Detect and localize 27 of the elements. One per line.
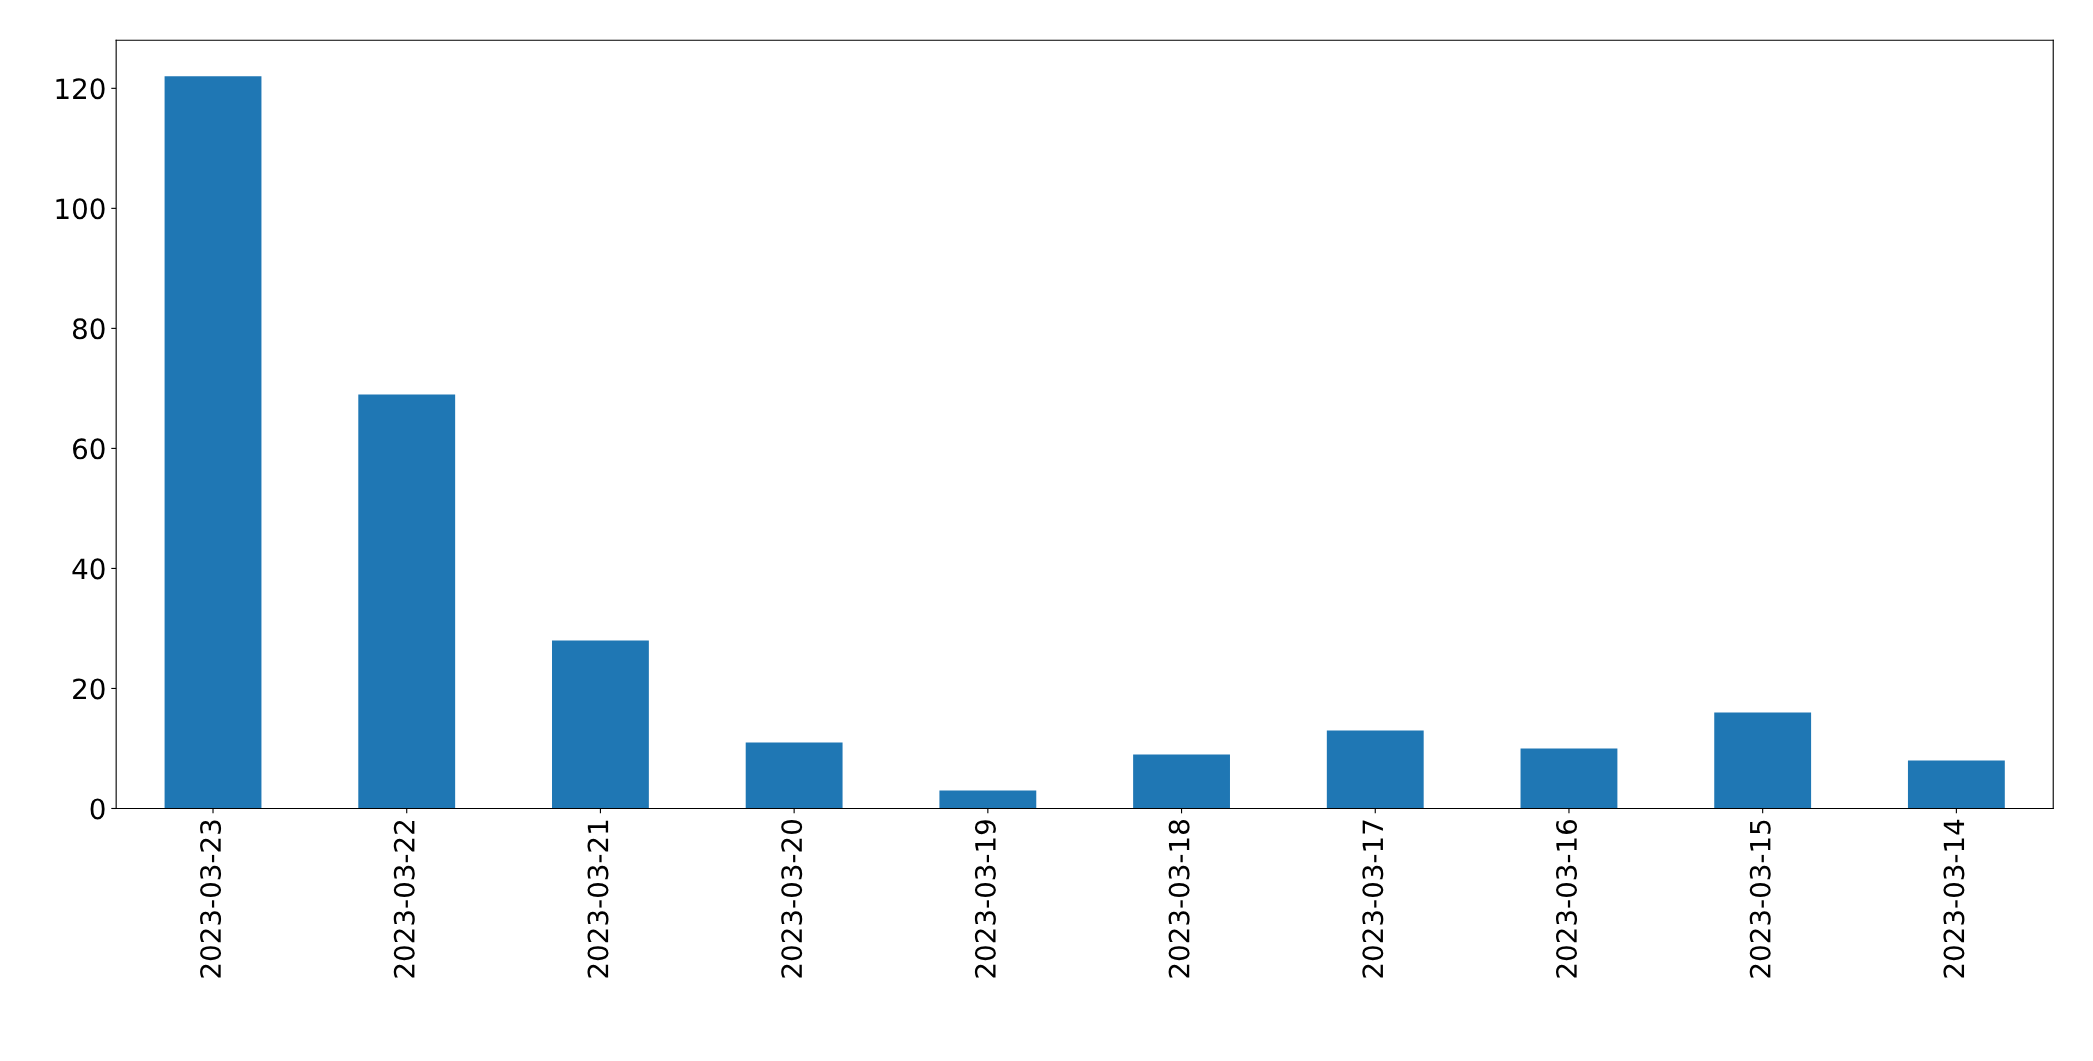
x-tick-label: 2023-03-23 <box>200 820 222 978</box>
y-tick-label: 100 <box>56 198 105 220</box>
bar <box>1520 748 1618 809</box>
x-tick-label: 2023-03-20 <box>781 820 803 978</box>
bar <box>1133 754 1230 809</box>
y-tick-label: 40 <box>72 558 105 580</box>
y-tick-label: 20 <box>73 678 105 700</box>
x-tick-label: 2023-03-16 <box>1556 819 1578 978</box>
bar <box>358 394 456 809</box>
y-tick-label: 80 <box>72 318 105 340</box>
y-tick-label: 120 <box>56 78 105 100</box>
x-tick-label: 2023-03-14 <box>1943 819 1965 978</box>
bar <box>939 790 1037 809</box>
x-tick-label: 2023-03-19 <box>974 820 996 978</box>
bar <box>552 640 649 809</box>
y-tick-label: 60 <box>73 438 105 460</box>
bar <box>164 76 262 809</box>
bar <box>1326 730 1424 809</box>
x-tick-label: 2023-03-15 <box>1749 820 1771 978</box>
bar <box>745 742 843 809</box>
x-tick-label: 2023-03-21 <box>587 820 609 978</box>
y-tick-label: 0 <box>90 798 105 820</box>
x-tick-label: 2023-03-22 <box>393 820 415 978</box>
x-tick-label: 2023-03-17 <box>1362 820 1384 978</box>
bar <box>1714 712 1812 809</box>
bar <box>1907 760 2005 809</box>
x-tick-label: 2023-03-18 <box>1168 820 1190 978</box>
